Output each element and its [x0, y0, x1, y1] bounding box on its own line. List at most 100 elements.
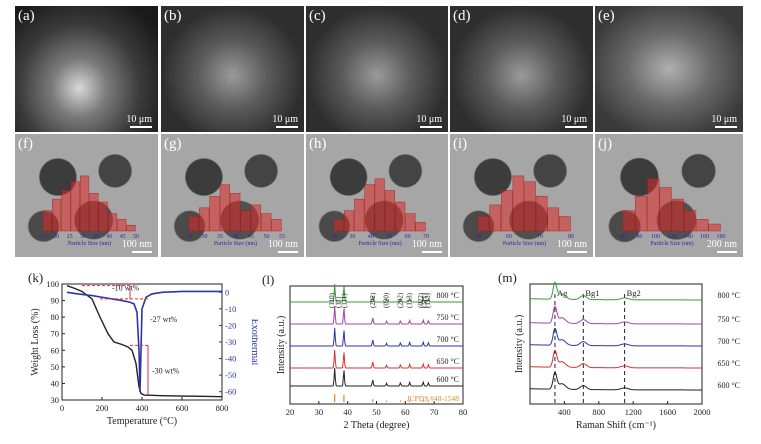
scale-bar-label: 10 μm	[416, 114, 442, 125]
scale-bar-label: 10 μm	[126, 114, 152, 125]
histogram-tick-label: 25	[186, 234, 192, 240]
histogram-xlabel: Particle Size (nm)	[650, 240, 693, 247]
panel-label: (l)	[262, 272, 274, 287]
series-label: 800 °C	[717, 291, 740, 300]
histogram-xlabel: Particle Size (nm)	[68, 240, 111, 247]
y-tick-label: 50	[51, 362, 60, 372]
scale-bar: 100 nm	[557, 239, 587, 253]
peak-label: (110)	[328, 292, 336, 308]
histogram-bar	[230, 193, 241, 232]
histogram-bar	[70, 181, 80, 232]
histogram-bar	[384, 190, 395, 232]
peak-label: (020)	[383, 292, 391, 308]
panel-label: (j)	[598, 136, 613, 152]
y2-tick-label: -40	[225, 354, 236, 364]
histogram-tick-label: 40	[368, 234, 374, 240]
histogram-tick-label: 40	[233, 234, 239, 240]
series-label: 700 °C	[717, 337, 740, 346]
panel-label: (m)	[498, 270, 517, 285]
scale-bar: 10 μm	[416, 114, 442, 128]
series-label: 800 °C	[436, 291, 459, 300]
histogram-bar	[79, 175, 90, 232]
histogram-xlabel: Particle Size (nm)	[214, 240, 257, 247]
y-tick-label: 90	[51, 296, 60, 306]
histogram-bar	[52, 198, 62, 232]
scale-bar: 100 nm	[122, 239, 152, 253]
y-tick-label: 40	[51, 378, 60, 388]
histogram-bar	[209, 195, 220, 232]
x-tick-label: 200	[96, 403, 109, 413]
reference-label: JCPDS #48-1548	[407, 394, 460, 403]
raman-chart: (m) 400 800 1200 1600 2000 Raman Shift (cm⁻¹) I…	[498, 270, 740, 431]
histogram-bar	[635, 195, 648, 232]
histogram-bar	[547, 207, 560, 232]
histogram-tick-label: 35	[217, 234, 223, 240]
histogram-tick-label: 40	[106, 234, 112, 240]
sem-image-panel: (e) 10 μm	[595, 6, 743, 132]
sem-image-panel: (c) 10 μm	[306, 6, 448, 132]
scale-bar: 10 μm	[711, 114, 737, 128]
histogram-tick-label: 70	[537, 234, 543, 240]
histogram-bar	[708, 223, 721, 232]
histogram-bar	[559, 216, 571, 232]
histogram-bar	[405, 213, 416, 232]
histogram-bar	[219, 184, 230, 232]
series-label: 600 °C	[436, 375, 459, 384]
y2-tick-label: -60	[225, 387, 236, 397]
histogram-tick-label: 20	[331, 234, 337, 240]
y-tick-label: 100	[46, 279, 59, 289]
y-axis-label: Intensity (a.u.)	[514, 315, 525, 374]
histogram-bar	[374, 178, 385, 232]
xrd-chart: (l) 20 30 40 50 60 70 80 2 Theta (degree) Intensi…	[262, 272, 467, 431]
histogram-tick-label: 50	[386, 234, 392, 240]
histogram-tick-label: 45	[248, 234, 254, 240]
exothermal-line	[66, 290, 222, 392]
histogram-bar	[42, 210, 52, 232]
raman-series-line	[529, 349, 703, 369]
histogram-bar	[271, 219, 282, 232]
annotation-text: -27 wt%	[150, 315, 178, 324]
xrd-series-line	[290, 305, 463, 325]
series-label: 650 °C	[436, 357, 459, 366]
histogram-tick-label: 80	[568, 234, 574, 240]
histogram-bar	[354, 198, 365, 232]
scale-bar-label: 100 nm	[121, 239, 152, 250]
histogram-tick-label: 30	[80, 234, 86, 240]
weight-loss-line	[66, 284, 223, 398]
panel-label: (h)	[309, 136, 327, 152]
x-tick-label: 800	[592, 407, 605, 417]
histogram-xlabel: Particle Size (nm)	[503, 240, 546, 247]
x-tick-label: 1200	[625, 407, 642, 417]
histogram-tick-label: 25	[67, 234, 73, 240]
histogram-bar	[61, 190, 71, 232]
scale-bar: 10 μm	[272, 114, 298, 128]
histogram-bar	[261, 213, 272, 232]
xrd-series-line	[290, 367, 463, 387]
x-tick-label: 50	[372, 407, 381, 417]
series-label: 700 °C	[436, 335, 459, 344]
histogram-bar	[343, 210, 355, 232]
mode-label: Ag	[557, 288, 568, 298]
annotation-text: -30 wt%	[152, 366, 180, 375]
scale-bar-label: 200 nm	[706, 239, 737, 250]
particle-size-histogram: 15 20 25 30 35 40 45 50 Particle Size (nm)	[40, 175, 139, 247]
histogram-tick-label: 160	[700, 234, 709, 240]
sem-image-panel: (d) 10 μm	[450, 6, 593, 132]
y2-axis-label: Exothermal	[249, 319, 258, 366]
panel-label: (d)	[453, 8, 471, 24]
histogram-tick-label: 35	[93, 234, 99, 240]
y2-tick-label: -30	[225, 337, 236, 347]
x-tick-label: 40	[343, 407, 352, 417]
histogram-bar	[107, 213, 118, 232]
histogram-bar	[512, 175, 525, 232]
x-axis-label: Raman Shift (cm⁻¹)	[576, 420, 656, 431]
raman-series-line	[529, 327, 703, 347]
sem-image-panel: (a) 10 μm	[15, 6, 158, 132]
histogram-tick-label: 60	[405, 234, 411, 240]
series-label: 750 °C	[717, 315, 740, 324]
histogram-xlabel: Particle Size (nm)	[358, 240, 401, 247]
particle-size-histogram: 20 30 40 50 60 70 Particle Size (nm)	[331, 178, 429, 247]
peak-label: (111)	[340, 293, 348, 308]
histogram-tick-label: 50	[475, 234, 481, 240]
histogram-bar	[188, 216, 199, 232]
